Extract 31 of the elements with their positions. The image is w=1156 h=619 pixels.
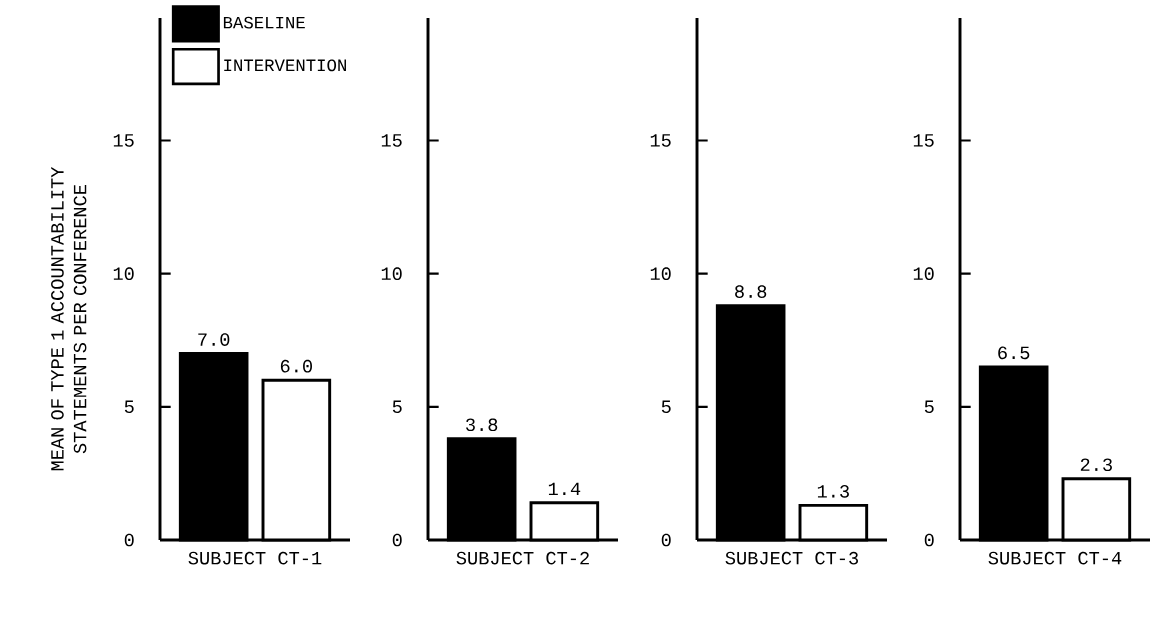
data-label: 1.3 xyxy=(817,485,849,498)
data-label: 3.8 xyxy=(466,418,498,432)
y-tick-label: 5 xyxy=(661,400,671,414)
y-tick-label: 0 xyxy=(392,533,402,547)
data-label: 2.3 xyxy=(1080,458,1112,472)
y-tick-label: 10 xyxy=(381,267,402,281)
y-tick-label: 10 xyxy=(650,267,671,281)
x-axis-title: SUBJECT CT-1 xyxy=(188,551,322,565)
y-tick-label: 10 xyxy=(913,267,934,281)
y-tick-label: 15 xyxy=(381,134,402,147)
y-axis-title: MEAN OF TYPE 1 ACCOUNTABILITY STATEMENTS PER CONFERENCE xyxy=(51,166,87,471)
x-axis-title: SUBJECT CT-2 xyxy=(456,551,589,565)
data-label: 6.0 xyxy=(280,359,312,373)
data-label: 1.4 xyxy=(548,482,581,496)
data-label: 6.5 xyxy=(998,346,1030,360)
y-tick-label: 15 xyxy=(650,134,671,147)
y-tick-label: 0 xyxy=(661,533,671,547)
legend-label: BASELINE xyxy=(223,16,305,29)
data-label: 7.0 xyxy=(198,333,230,346)
legend-label: INTERVENTION xyxy=(224,59,346,72)
y-tick-label: 10 xyxy=(113,267,134,281)
x-axis-title: SUBJECT CT-4 xyxy=(988,551,1122,565)
y-tick-label: 15 xyxy=(913,134,934,147)
data-label: 8.8 xyxy=(735,285,767,298)
y-tick-label: 5 xyxy=(924,400,934,414)
y-tick-label: 0 xyxy=(924,533,934,547)
y-tick-label: 0 xyxy=(124,533,134,547)
x-axis-title: SUBJECT CT-3 xyxy=(725,551,859,565)
y-tick-label: 15 xyxy=(113,134,134,147)
y-tick-label: 5 xyxy=(392,400,402,414)
y-tick-label: 5 xyxy=(124,400,134,414)
